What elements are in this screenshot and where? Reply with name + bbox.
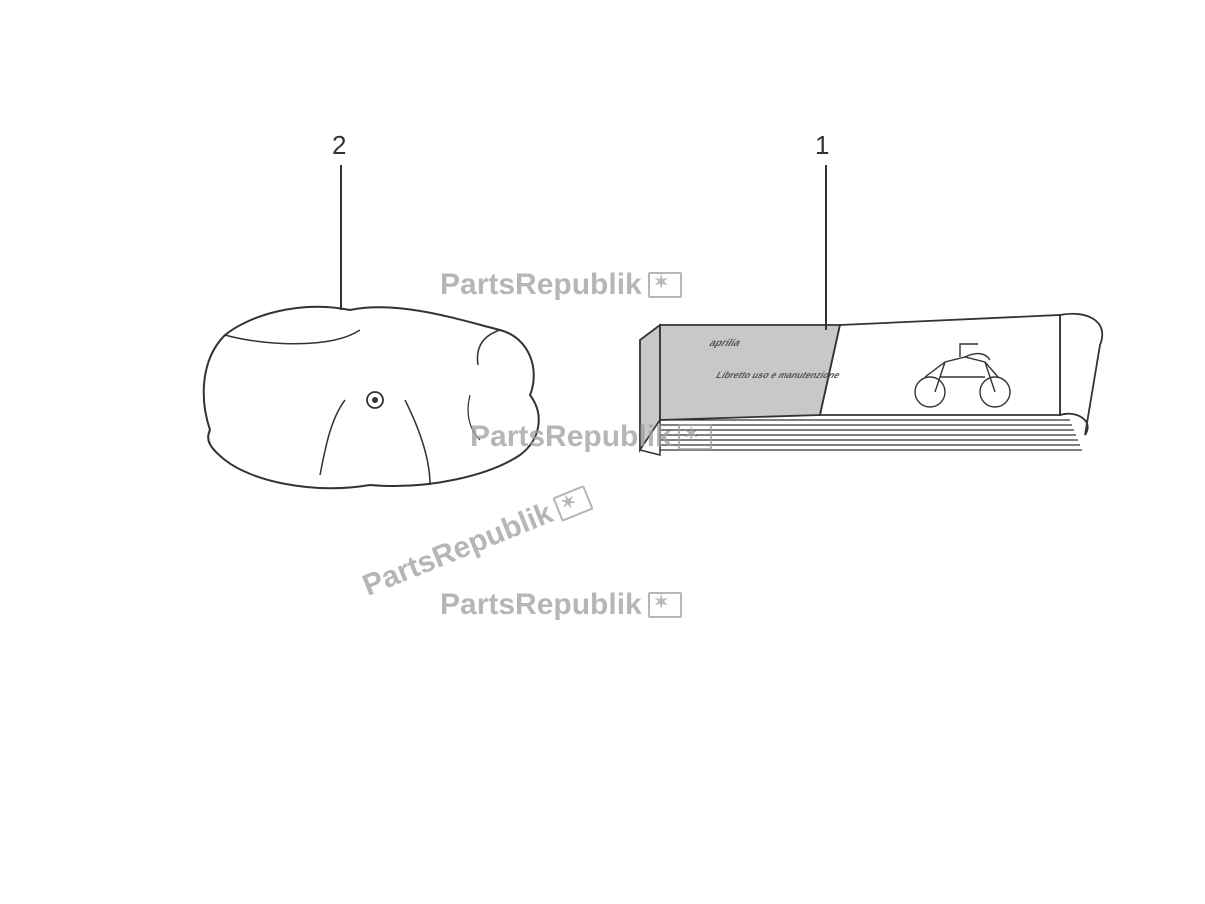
callout-label-1: 1 bbox=[815, 130, 829, 161]
flag-icon bbox=[648, 272, 682, 298]
callout-line-2 bbox=[340, 165, 342, 310]
flag-icon bbox=[678, 424, 712, 450]
callout-line-1 bbox=[825, 165, 827, 330]
manual-subtitle-text: Libretto uso e manutenzione bbox=[714, 370, 842, 380]
flag-icon bbox=[648, 592, 682, 618]
watermark-text: PartsRepublik bbox=[470, 420, 672, 454]
bag-drawing bbox=[204, 307, 539, 488]
watermark-2: PartsRepublik bbox=[470, 420, 712, 454]
watermark-text: PartsRepublik bbox=[440, 588, 642, 622]
watermark-text: PartsRepublik bbox=[440, 268, 642, 302]
watermark-3: PartsRepublik bbox=[440, 588, 682, 622]
callout-label-2: 2 bbox=[332, 130, 346, 161]
manual-drawing bbox=[640, 0, 1102, 455]
watermark-1: PartsRepublik bbox=[440, 268, 682, 302]
